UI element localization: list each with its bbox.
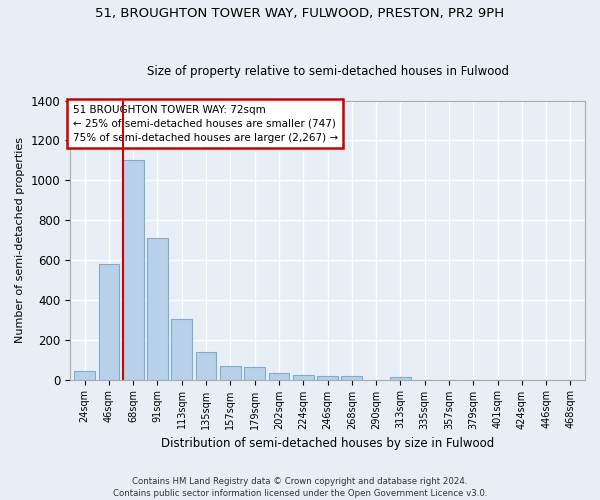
Text: 51, BROUGHTON TOWER WAY, FULWOOD, PRESTON, PR2 9PH: 51, BROUGHTON TOWER WAY, FULWOOD, PRESTO…: [95, 8, 505, 20]
Bar: [74, 370, 95, 380]
Bar: [196, 352, 217, 380]
Text: Contains HM Land Registry data © Crown copyright and database right 2024.
Contai: Contains HM Land Registry data © Crown c…: [113, 476, 487, 498]
Bar: [123, 160, 143, 380]
Bar: [98, 264, 119, 380]
Bar: [172, 319, 192, 380]
Bar: [220, 366, 241, 380]
Title: Size of property relative to semi-detached houses in Fulwood: Size of property relative to semi-detach…: [146, 66, 509, 78]
Bar: [317, 376, 338, 380]
Text: 51 BROUGHTON TOWER WAY: 72sqm
← 25% of semi-detached houses are smaller (747)
75: 51 BROUGHTON TOWER WAY: 72sqm ← 25% of s…: [73, 104, 338, 142]
Bar: [269, 372, 289, 380]
Y-axis label: Number of semi-detached properties: Number of semi-detached properties: [15, 137, 25, 343]
Bar: [244, 366, 265, 380]
Bar: [293, 375, 314, 380]
X-axis label: Distribution of semi-detached houses by size in Fulwood: Distribution of semi-detached houses by …: [161, 437, 494, 450]
Bar: [341, 376, 362, 380]
Bar: [390, 377, 411, 380]
Bar: [147, 238, 168, 380]
